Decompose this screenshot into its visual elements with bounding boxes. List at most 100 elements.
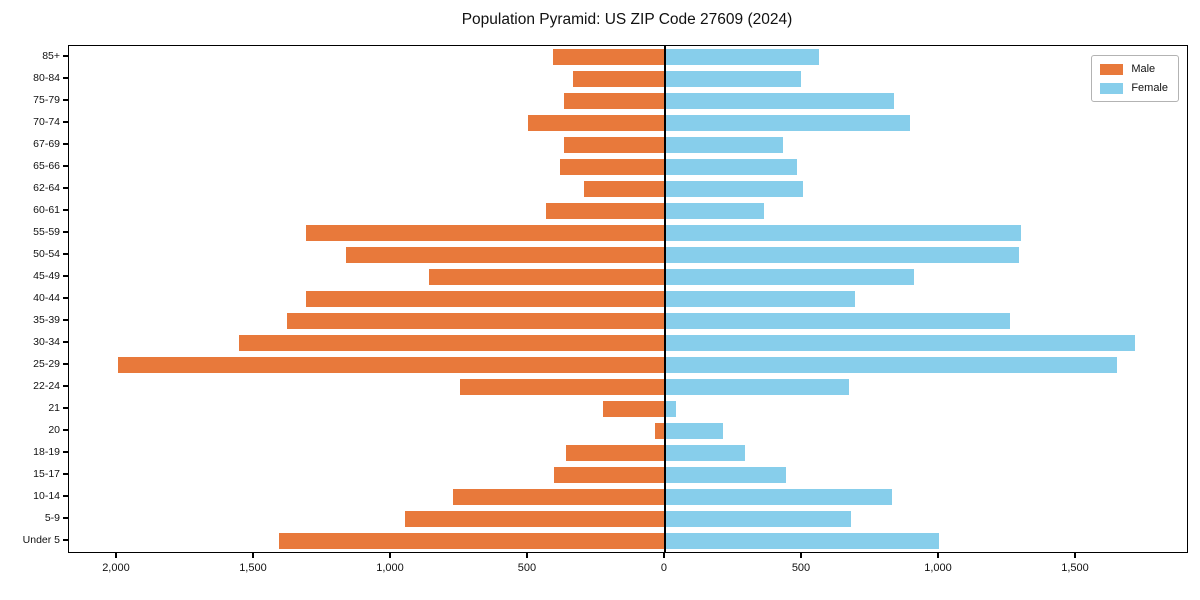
x-axis-label-1,500: 1,500 <box>239 562 267 574</box>
bar-male-80-84 <box>573 71 665 87</box>
bar-female-60-61 <box>665 203 764 219</box>
bar-female-45-49 <box>665 269 915 285</box>
legend-label-female: Female <box>1131 82 1168 94</box>
bar-male-62-64 <box>584 181 665 197</box>
y-axis-label-55-59: 55-59 <box>33 226 60 238</box>
y-tick-mark <box>63 429 68 431</box>
bar-male-5-9 <box>404 511 665 527</box>
x-axis-label-1,000: 1,000 <box>924 562 952 574</box>
y-tick-mark <box>63 363 68 365</box>
bar-female-20 <box>665 423 723 439</box>
y-tick-mark <box>63 451 68 453</box>
x-tick-mark <box>389 552 391 558</box>
y-tick-mark <box>63 517 68 519</box>
bar-male-85+ <box>552 49 665 65</box>
y-axis-label-22-24: 22-24 <box>33 380 60 392</box>
x-tick-mark <box>252 552 254 558</box>
bar-female-25-29 <box>665 357 1118 373</box>
bar-female-67-69 <box>665 137 783 153</box>
y-axis-label-5-9: 5-9 <box>44 512 60 524</box>
legend-entry-female: Female <box>1100 82 1168 94</box>
bar-male-15-17 <box>554 467 665 483</box>
y-tick-mark <box>63 187 68 189</box>
bar-female-30-34 <box>665 335 1135 351</box>
bar-male-65-66 <box>559 159 665 175</box>
y-axis-label-60-61: 60-61 <box>33 204 60 216</box>
bar-female-75-79 <box>665 93 894 109</box>
y-axis-label-65-66: 65-66 <box>33 160 60 172</box>
male-swatch-icon <box>1100 63 1124 75</box>
bar-female-55-59 <box>665 225 1022 241</box>
y-axis-label-62-64: 62-64 <box>33 182 60 194</box>
bar-male-45-49 <box>429 269 665 285</box>
y-axis-label-15-17: 15-17 <box>33 468 60 480</box>
y-axis-label-50-54: 50-54 <box>33 248 60 260</box>
bar-male-40-44 <box>306 291 665 307</box>
female-swatch-icon <box>1100 82 1124 94</box>
y-axis-label-21: 21 <box>48 402 60 414</box>
zero-axis-line <box>663 46 666 552</box>
bar-female-35-39 <box>665 313 1011 329</box>
bar-female-5-9 <box>665 511 852 527</box>
bar-female-21 <box>665 401 676 417</box>
bar-female-85+ <box>665 49 819 65</box>
legend-entry-male: Male <box>1100 63 1168 75</box>
y-tick-mark <box>63 495 68 497</box>
y-axis-label-35-39: 35-39 <box>33 314 60 326</box>
bar-female-40-44 <box>665 291 856 307</box>
y-tick-mark <box>63 143 68 145</box>
y-axis-label-75-79: 75-79 <box>33 94 60 106</box>
x-axis-label-0: 0 <box>660 562 668 574</box>
y-tick-mark <box>63 319 68 321</box>
y-tick-mark <box>63 473 68 475</box>
legend: Male Female <box>1091 55 1179 102</box>
y-axis-label-67-69: 67-69 <box>33 138 60 150</box>
x-tick-mark <box>526 552 528 558</box>
y-axis-label-18-19: 18-19 <box>33 446 60 458</box>
bar-male-50-54 <box>345 247 665 263</box>
bar-male-60-61 <box>545 203 665 219</box>
y-axis-label-30-34: 30-34 <box>33 336 60 348</box>
bar-female-15-17 <box>665 467 786 483</box>
legend-label-male: Male <box>1131 63 1156 75</box>
y-tick-mark <box>63 77 68 79</box>
bar-female-Under 5 <box>665 533 939 549</box>
x-axis-label-2,000: 2,000 <box>102 562 130 574</box>
x-axis-label-500: 500 <box>517 562 537 574</box>
x-tick-mark <box>800 552 802 558</box>
y-axis-label-85+: 85+ <box>42 50 60 62</box>
bar-male-20 <box>655 423 665 439</box>
bar-male-25-29 <box>118 357 665 373</box>
y-tick-mark <box>63 275 68 277</box>
y-tick-mark <box>63 385 68 387</box>
x-axis-label-1,500: 1,500 <box>1061 562 1089 574</box>
bar-male-10-14 <box>452 489 665 505</box>
bar-female-65-66 <box>665 159 797 175</box>
bar-male-22-24 <box>459 379 665 395</box>
bar-male-55-59 <box>306 225 665 241</box>
y-axis-label-70-74: 70-74 <box>33 116 60 128</box>
bar-female-80-84 <box>665 71 801 87</box>
x-tick-mark <box>1074 552 1076 558</box>
y-tick-mark <box>63 407 68 409</box>
x-tick-mark <box>115 552 117 558</box>
y-tick-mark <box>63 209 68 211</box>
bar-male-18-19 <box>566 445 665 461</box>
bar-male-Under 5 <box>278 533 665 549</box>
x-axis-label-500: 500 <box>791 562 811 574</box>
x-tick-mark <box>937 552 939 558</box>
chart-title: Population Pyramid: US ZIP Code 27609 (2… <box>461 11 793 28</box>
bar-female-70-74 <box>665 115 911 131</box>
x-axis-label-1,000: 1,000 <box>376 562 404 574</box>
bar-male-70-74 <box>528 115 665 131</box>
bar-male-30-34 <box>238 335 665 351</box>
y-axis-label-Under 5: Under 5 <box>22 534 60 546</box>
bar-male-75-79 <box>563 93 665 109</box>
y-tick-mark <box>63 297 68 299</box>
bar-female-62-64 <box>665 181 804 197</box>
plot-area: Male Female <box>68 45 1188 553</box>
bar-male-21 <box>603 401 665 417</box>
bar-female-50-54 <box>665 247 1019 263</box>
y-axis-label-10-14: 10-14 <box>33 490 60 502</box>
